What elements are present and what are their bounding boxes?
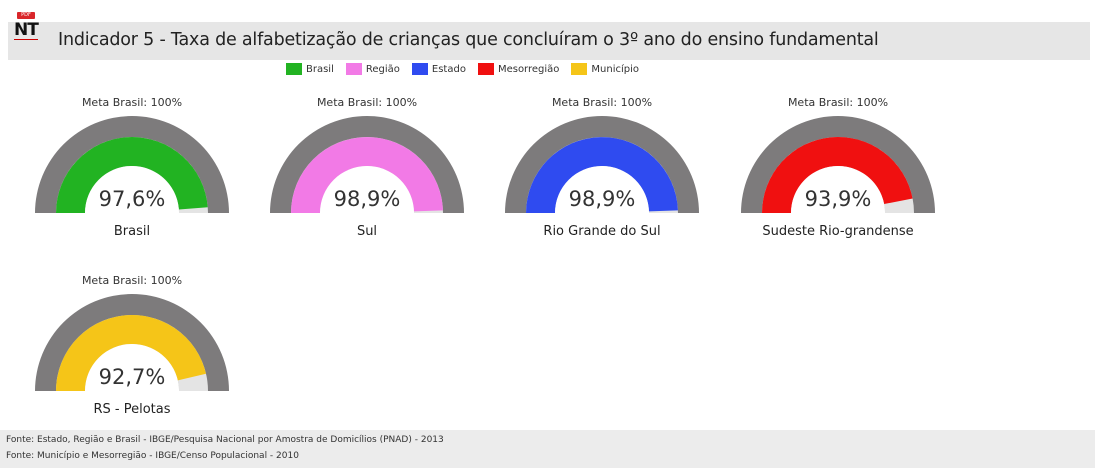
chart-legend: Brasil Região Estado Mesorregião Municíp… bbox=[286, 60, 651, 78]
gauge-name-rio-grande-do-sul: Rio Grande do Sul bbox=[543, 224, 660, 239]
legend-label-brasil: Brasil bbox=[306, 63, 334, 75]
gauge-value-rio-grande-do-sul: 98,9% bbox=[569, 187, 636, 211]
legend-item-municipio[interactable]: Município bbox=[571, 63, 639, 75]
gauge-name-sul: Sul bbox=[357, 224, 377, 239]
gauge-value-sudeste-rio-grandense: 93,9% bbox=[805, 187, 872, 211]
source-line-1: Fonte: Estado, Região e Brasil - IBGE/Pe… bbox=[6, 435, 444, 445]
page-title: Indicador 5 - Taxa de alfabetização de c… bbox=[58, 30, 879, 50]
legend-label-regiao: Região bbox=[365, 63, 400, 75]
gauge-target-label-sudeste-rio-grandense: Meta Brasil: 100% bbox=[788, 96, 888, 109]
gauge-base-cover-brasil bbox=[31, 213, 233, 227]
gauge-name-rs-pelotas: RS - Pelotas bbox=[93, 402, 170, 417]
legend-item-estado[interactable]: Estado bbox=[411, 63, 466, 75]
gauge-base-cover-sudeste-rio-grandense bbox=[737, 213, 939, 227]
gauge-name-brasil: Brasil bbox=[114, 224, 150, 239]
legend-swatch-regiao bbox=[345, 63, 362, 75]
indicator-header bbox=[8, 22, 1090, 60]
gauge-fill-brasil bbox=[56, 137, 208, 213]
gauge-value-sul: 98,9% bbox=[334, 187, 401, 211]
top-strip bbox=[0, 0, 1095, 10]
nt-underline bbox=[14, 39, 38, 40]
gauge-fill-sudeste-rio-grandense bbox=[762, 136, 913, 213]
nt-label: NT bbox=[14, 20, 39, 40]
gauge-hub-rs-pelotas bbox=[85, 344, 179, 430]
gauge-value-brasil: 97,6% bbox=[99, 187, 166, 211]
legend-swatch-municipio bbox=[571, 63, 588, 75]
gauge-base-cover-rs-pelotas bbox=[31, 391, 233, 405]
legend-item-mesorregiao[interactable]: Mesorregião bbox=[477, 63, 560, 75]
legend-item-regiao[interactable]: Região bbox=[345, 63, 400, 75]
legend-item-brasil[interactable]: Brasil bbox=[286, 63, 334, 75]
gauge-base-cover-rio-grande-do-sul bbox=[501, 213, 703, 227]
gauge-chart: Meta Brasil: 100% 97,6% Brasil Meta Brasil:… bbox=[31, 96, 939, 430]
legend-label-estado: Estado bbox=[431, 63, 466, 75]
legend-label-municipio: Município bbox=[591, 63, 640, 75]
gauge-fill-rio-grande-do-sul bbox=[526, 137, 678, 213]
legend-swatch-estado bbox=[411, 63, 428, 75]
gauge-fill-rs-pelotas bbox=[55, 314, 207, 391]
legend-label-mesorregiao: Mesorregião bbox=[497, 63, 560, 75]
nt-pdf-icon[interactable]: PDF NT bbox=[14, 12, 46, 42]
gauge-target-label-sul: Meta Brasil: 100% bbox=[317, 96, 417, 109]
source-line-2: Fonte: Município e Mesorregião - IBGE/Ce… bbox=[6, 451, 299, 461]
gauge-target-label-rs-pelotas: Meta Brasil: 100% bbox=[82, 274, 182, 287]
gauge-target-label-brasil: Meta Brasil: 100% bbox=[82, 96, 182, 109]
gauge-base-cover-sul bbox=[266, 213, 468, 227]
source-footer: Fonte: Estado, Região e Brasil - IBGE/Pe… bbox=[0, 430, 1095, 468]
pdf-badge: PDF bbox=[17, 12, 35, 19]
gauge-value-rs-pelotas: 92,7% bbox=[99, 365, 166, 389]
gauge-target-label-rio-grande-do-sul: Meta Brasil: 100% bbox=[552, 96, 652, 109]
gauge-name-sudeste-rio-grandense: Sudeste Rio-grandense bbox=[762, 224, 913, 239]
gauge-fill-sul bbox=[291, 137, 443, 213]
legend-swatch-mesorregiao bbox=[477, 63, 494, 75]
legend-swatch-brasil bbox=[286, 63, 302, 75]
